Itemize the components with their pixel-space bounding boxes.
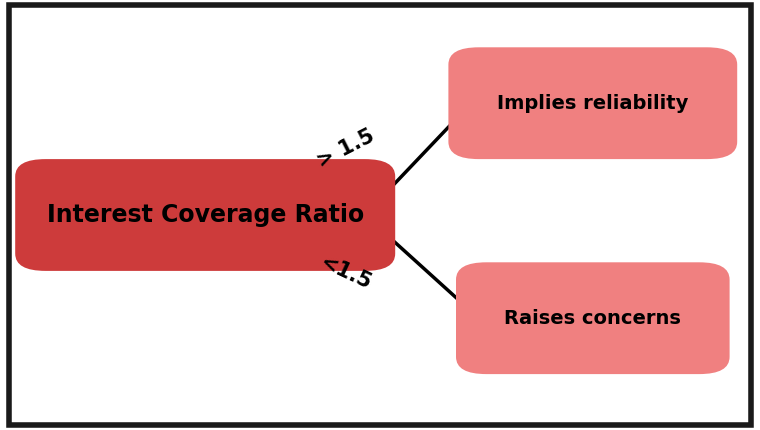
Text: Raises concerns: Raises concerns — [505, 309, 681, 328]
Text: <1.5: <1.5 — [317, 252, 375, 294]
Text: > 1.5: > 1.5 — [314, 126, 378, 171]
FancyBboxPatch shape — [456, 262, 730, 374]
Text: Implies reliability: Implies reliability — [497, 94, 689, 113]
Text: Interest Coverage Ratio: Interest Coverage Ratio — [46, 203, 364, 227]
FancyBboxPatch shape — [448, 47, 737, 159]
FancyBboxPatch shape — [15, 159, 395, 271]
